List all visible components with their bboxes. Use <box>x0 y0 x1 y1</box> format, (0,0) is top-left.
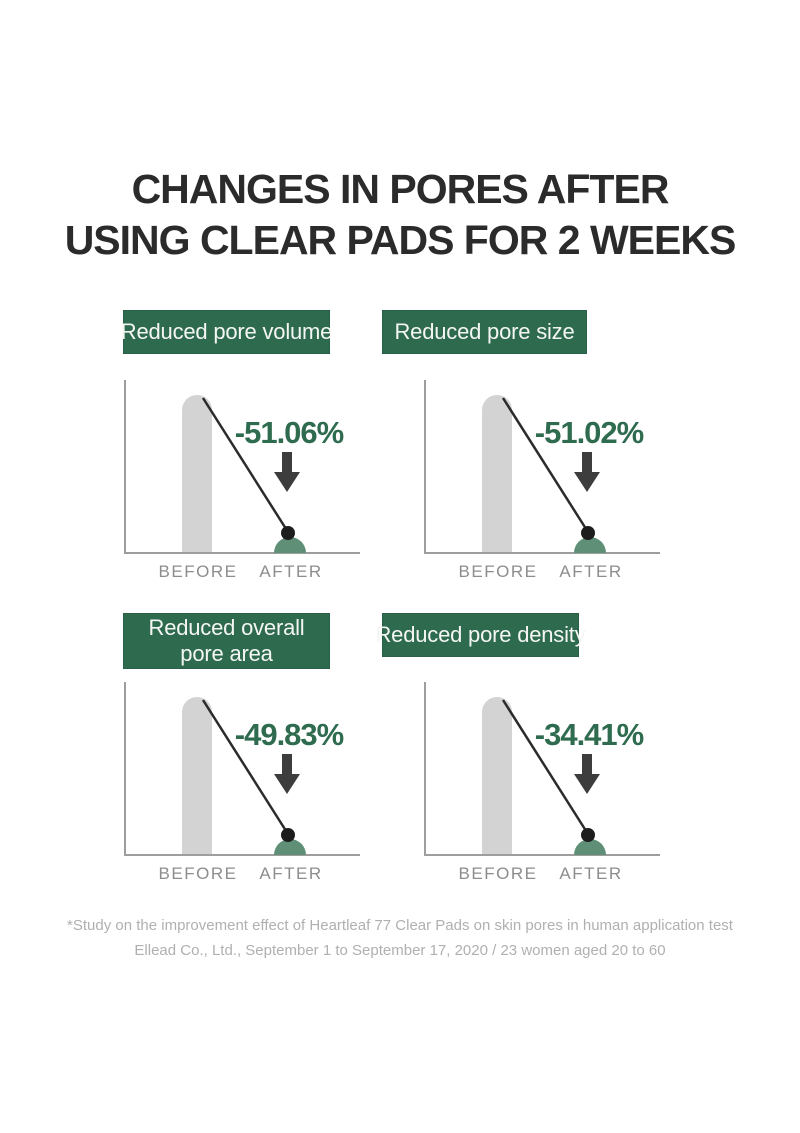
after-label: AFTER <box>259 562 322 581</box>
study-footnote: *Study on the improvement effect of Hear… <box>0 913 800 963</box>
before-bar <box>182 697 212 855</box>
down-arrow-icon <box>274 452 300 492</box>
percent-label: -34.41% <box>535 717 644 752</box>
after-dome <box>574 537 606 553</box>
decline-line <box>501 699 590 835</box>
decline-line <box>201 397 290 533</box>
decline-line <box>501 397 590 533</box>
before-label: BEFORE <box>159 864 238 883</box>
badge-reduced-overall-pore-area: Reduced overall pore area <box>123 613 330 669</box>
endpoint-dot <box>581 526 595 540</box>
after-label: AFTER <box>559 562 622 581</box>
down-arrow-icon <box>574 452 600 492</box>
badge-label: Reduced pore size <box>394 319 575 344</box>
after-label: AFTER <box>559 864 622 883</box>
endpoint-dot <box>281 526 295 540</box>
badge-label: Reduced pore volume <box>120 319 333 344</box>
before-label: BEFORE <box>459 562 538 581</box>
before-bar <box>182 395 212 553</box>
decline-line <box>201 699 290 835</box>
axis-lines <box>124 682 360 856</box>
page-title-line-2: USING CLEAR PADS FOR 2 WEEKS <box>64 217 737 263</box>
before-label: BEFORE <box>159 562 238 581</box>
before-label: BEFORE <box>459 864 538 883</box>
badge-label: Reduced pore density <box>375 622 586 647</box>
percent-label: -51.02% <box>535 415 644 450</box>
before-bar <box>482 697 512 855</box>
chart-pore-volume: -51.06% BEFORE AFTER <box>124 380 360 581</box>
badge-reduced-pore-density: Reduced pore density <box>375 613 586 657</box>
percent-label: -51.06% <box>235 415 344 450</box>
after-dome <box>274 537 306 553</box>
down-arrow-icon <box>574 754 600 794</box>
axis-lines <box>124 380 360 554</box>
badge-reduced-pore-volume: Reduced pore volume <box>120 310 333 354</box>
axis-lines <box>424 380 660 554</box>
badge-reduced-pore-size: Reduced pore size <box>382 310 587 354</box>
after-dome <box>274 839 306 855</box>
endpoint-dot <box>581 828 595 842</box>
chart-pore-size: -51.02% BEFORE AFTER <box>424 380 660 581</box>
after-dome <box>574 839 606 855</box>
chart-overall-pore-area: -49.83% BEFORE AFTER <box>124 682 360 883</box>
page-title: CHANGES IN PORES AFTER USING CLEAR PADS … <box>0 164 800 266</box>
footnote-line-2: Ellead Co., Ltd., September 1 to Septemb… <box>134 942 666 959</box>
percent-label: -49.83% <box>235 717 344 752</box>
badge-label: Reduced overall pore area <box>148 615 305 666</box>
down-arrow-icon <box>274 754 300 794</box>
before-bar <box>482 395 512 553</box>
axis-lines <box>424 682 660 856</box>
page-title-line-1: CHANGES IN PORES AFTER <box>131 166 670 212</box>
endpoint-dot <box>281 828 295 842</box>
chart-pore-density: -34.41% BEFORE AFTER <box>424 682 660 883</box>
after-label: AFTER <box>259 864 322 883</box>
footnote-line-1: *Study on the improvement effect of Hear… <box>67 917 733 934</box>
